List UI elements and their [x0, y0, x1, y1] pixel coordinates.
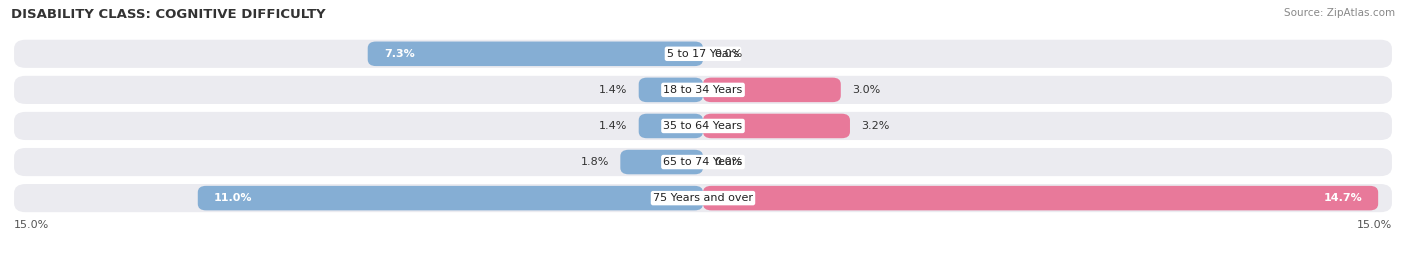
Text: 3.2%: 3.2%	[862, 121, 890, 131]
Text: 1.4%: 1.4%	[599, 121, 627, 131]
Text: 75 Years and over: 75 Years and over	[652, 193, 754, 203]
Text: DISABILITY CLASS: COGNITIVE DIFFICULTY: DISABILITY CLASS: COGNITIVE DIFFICULTY	[11, 8, 326, 21]
Text: 1.8%: 1.8%	[581, 157, 609, 167]
FancyBboxPatch shape	[14, 184, 1392, 212]
FancyBboxPatch shape	[703, 186, 1378, 210]
FancyBboxPatch shape	[368, 42, 703, 66]
FancyBboxPatch shape	[638, 114, 703, 138]
Text: 35 to 64 Years: 35 to 64 Years	[664, 121, 742, 131]
FancyBboxPatch shape	[620, 150, 703, 174]
Text: 65 to 74 Years: 65 to 74 Years	[664, 157, 742, 167]
FancyBboxPatch shape	[14, 148, 1392, 176]
FancyBboxPatch shape	[14, 40, 1392, 68]
Text: 18 to 34 Years: 18 to 34 Years	[664, 85, 742, 95]
Text: 5 to 17 Years: 5 to 17 Years	[666, 49, 740, 59]
Text: 15.0%: 15.0%	[1357, 220, 1392, 230]
Text: 3.0%: 3.0%	[852, 85, 880, 95]
FancyBboxPatch shape	[14, 76, 1392, 104]
FancyBboxPatch shape	[198, 186, 703, 210]
Text: 14.7%: 14.7%	[1323, 193, 1362, 203]
FancyBboxPatch shape	[14, 112, 1392, 140]
Text: Source: ZipAtlas.com: Source: ZipAtlas.com	[1284, 8, 1395, 18]
Text: 1.4%: 1.4%	[599, 85, 627, 95]
Text: 0.0%: 0.0%	[714, 49, 742, 59]
FancyBboxPatch shape	[703, 114, 851, 138]
Text: 7.3%: 7.3%	[384, 49, 415, 59]
Text: 0.0%: 0.0%	[714, 157, 742, 167]
FancyBboxPatch shape	[703, 78, 841, 102]
Text: 11.0%: 11.0%	[214, 193, 252, 203]
FancyBboxPatch shape	[638, 78, 703, 102]
Text: 15.0%: 15.0%	[14, 220, 49, 230]
